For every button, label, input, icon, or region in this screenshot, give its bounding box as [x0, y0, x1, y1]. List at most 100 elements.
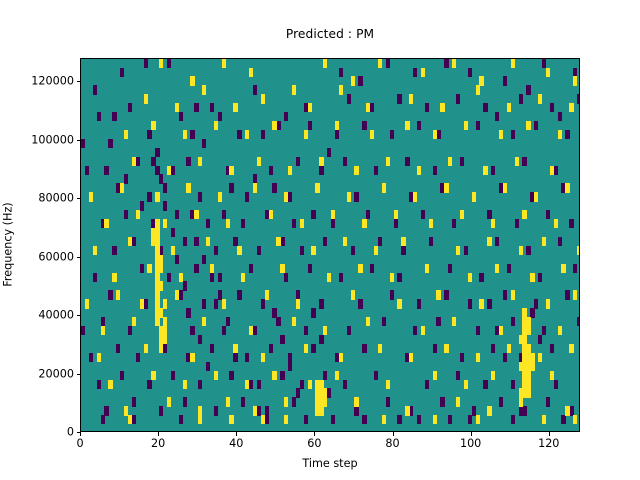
heatmap-cell-low	[252, 174, 258, 184]
heatmap-cell-high	[319, 397, 324, 407]
heatmap-cell-low	[182, 281, 187, 291]
heatmap-cell-low	[131, 236, 137, 247]
heatmap-cell-low	[530, 192, 535, 202]
y-axis-tick-label: 60000	[38, 250, 74, 263]
heatmap-cell-low	[116, 183, 121, 193]
heatmap-cell-high	[385, 156, 390, 166]
heatmap-cell-high	[155, 263, 160, 273]
heatmap-cell-low	[303, 326, 308, 336]
heatmap-cell-low	[186, 352, 191, 363]
heatmap-cell-high	[393, 210, 398, 220]
heatmap-cell-high	[315, 183, 320, 193]
heatmap-cell-high	[526, 326, 531, 336]
heatmap-cell-low	[475, 120, 480, 131]
heatmap-cell-low	[522, 156, 527, 166]
heatmap-cell-low	[370, 263, 375, 273]
heatmap-cell-low	[491, 165, 496, 175]
heatmap-cell-low	[186, 308, 191, 318]
heatmap-cell-high	[182, 379, 187, 389]
heatmap-cell-low	[502, 290, 508, 300]
heatmap-cell-low	[139, 263, 144, 273]
heatmap-cell-high	[538, 94, 543, 104]
heatmap-cell-low	[448, 415, 453, 425]
heatmap-cell-high	[260, 415, 265, 425]
heatmap-cell-low	[288, 361, 293, 371]
heatmap-cell-low	[366, 210, 371, 220]
x-axis-tick-label: 0	[76, 437, 84, 450]
heatmap-cell-low	[467, 299, 473, 309]
heatmap-cell-high	[522, 370, 527, 380]
heatmap-cell-low	[295, 290, 301, 300]
heatmap-cell-high	[366, 317, 371, 327]
heatmap-cell-high	[272, 120, 277, 131]
heatmap-cell-high	[166, 397, 172, 407]
heatmap-cell-low	[448, 263, 453, 273]
heatmap-cell-low	[573, 67, 578, 77]
heatmap-cell-high	[229, 415, 234, 425]
heatmap-cell-low	[284, 272, 289, 282]
heatmap-cell-low	[467, 415, 473, 425]
y-axis-label: Frequency (Hz)	[0, 58, 16, 432]
heatmap-cell-low	[241, 219, 246, 229]
heatmap-cell-high	[159, 334, 164, 345]
heatmap-cell-low	[518, 94, 523, 104]
heatmap-cell-high	[498, 326, 504, 336]
heatmap-cell-high	[127, 236, 133, 247]
heatmap-cell-high	[409, 352, 414, 363]
heatmap-grid	[81, 58, 579, 431]
heatmap-cell-low	[327, 388, 332, 398]
heatmap-cell-high	[405, 406, 410, 416]
heatmap-cell-low	[526, 85, 531, 95]
heatmap-cell-high	[475, 85, 480, 95]
heatmap-cell-low	[350, 245, 355, 256]
heatmap-cell-low	[123, 174, 129, 184]
heatmap-cell-low	[334, 352, 340, 363]
heatmap-cell-low	[206, 361, 211, 371]
heatmap-cell-high	[538, 352, 543, 363]
heatmap-cell-low	[354, 192, 359, 202]
heatmap-cell-low	[553, 165, 558, 175]
heatmap-cell-low	[323, 236, 328, 247]
heatmap-cell-high	[526, 370, 531, 380]
heatmap-cell-low	[569, 219, 574, 229]
heatmap-cell-low	[209, 272, 215, 282]
heatmap-cell-high	[155, 317, 160, 327]
heatmap-cell-low	[268, 165, 273, 175]
heatmap-cell-high	[327, 272, 332, 282]
heatmap-cell-low	[120, 370, 125, 380]
heatmap-cell-low	[483, 379, 488, 389]
y-axis-tick-label: 0	[66, 425, 74, 439]
heatmap-cell-low	[159, 174, 164, 184]
heatmap-cell-high	[354, 165, 359, 175]
heatmap-cell-high	[268, 210, 273, 220]
x-axis-tick-label: 120	[538, 437, 560, 450]
heatmap-cell-low	[182, 397, 187, 407]
heatmap-cell-low	[178, 415, 183, 425]
heatmap-cell-low	[331, 219, 336, 229]
heatmap-cell-high	[260, 94, 265, 104]
heatmap-cell-low	[151, 219, 156, 229]
heatmap-cell-high	[456, 245, 461, 256]
heatmap-cell-low	[221, 210, 226, 220]
heatmap-cell-high	[432, 370, 437, 380]
heatmap-cell-low	[213, 406, 219, 416]
heatmap-cell-high	[416, 165, 422, 175]
heatmap-cell-high	[362, 219, 367, 229]
heatmap-cell-low	[104, 165, 109, 175]
heatmap-cell-high	[569, 103, 574, 113]
heatmap-cell-high	[280, 263, 285, 273]
heatmap-cell-low	[248, 379, 254, 389]
heatmap-cell-high	[100, 326, 105, 336]
heatmap-cell-high	[475, 415, 480, 425]
heatmap-cell-low	[409, 406, 414, 416]
heatmap-cell-low	[303, 103, 308, 113]
heatmap-axes	[80, 57, 580, 432]
heatmap-cell-high	[370, 129, 375, 140]
heatmap-cell-high	[155, 227, 160, 238]
heatmap-cell-low	[299, 379, 305, 389]
x-axis-tick	[314, 432, 316, 436]
heatmap-cell-low	[143, 299, 148, 309]
heatmap-cell-low	[221, 326, 226, 336]
heatmap-cell-high	[131, 317, 137, 327]
